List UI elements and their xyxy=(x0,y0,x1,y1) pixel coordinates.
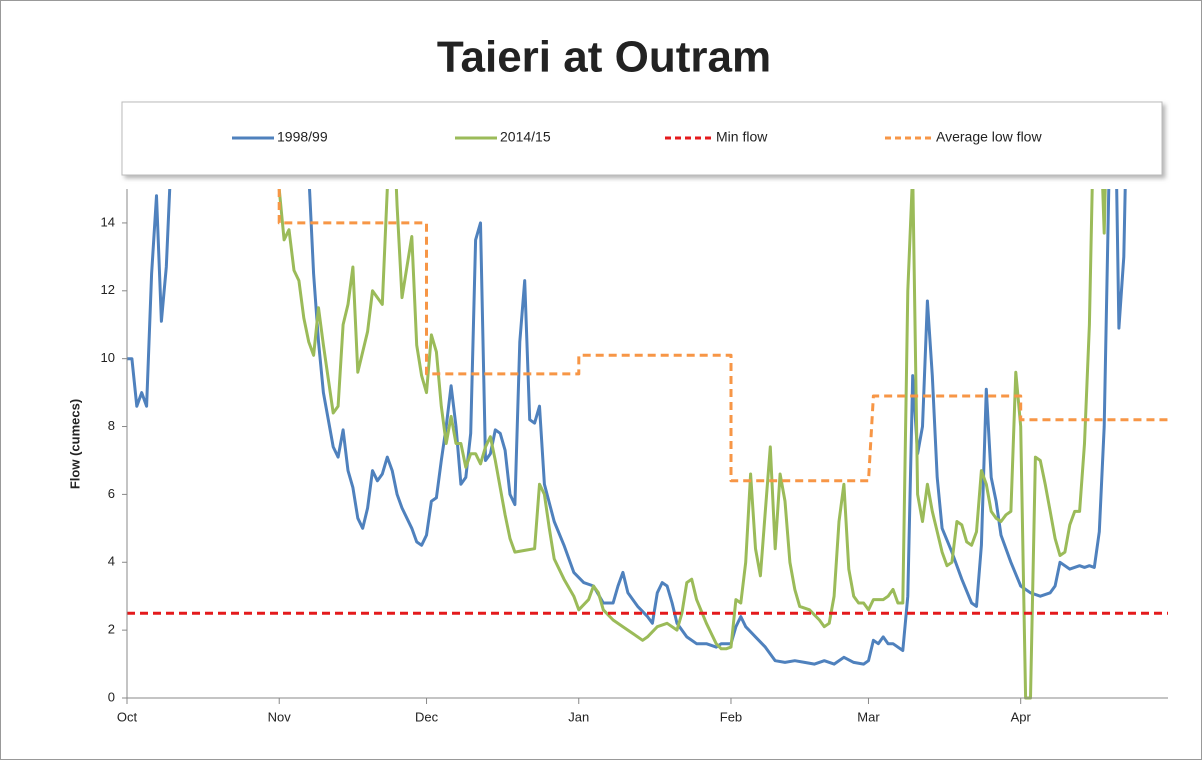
series-line xyxy=(127,189,1127,666)
x-tick-label: Dec xyxy=(415,709,439,724)
x-tick-label: Jan xyxy=(568,709,589,724)
y-tick-label: 2 xyxy=(108,622,115,637)
y-tick-label: 4 xyxy=(108,554,115,569)
legend-label: 1998/99 xyxy=(277,129,328,145)
plot-area xyxy=(127,189,1168,700)
y-tick-label: 14 xyxy=(101,214,115,229)
x-tick-label: Feb xyxy=(720,709,742,724)
legend-box xyxy=(121,101,1163,176)
x-tick-label: Apr xyxy=(1011,709,1032,724)
legend-label: Min flow xyxy=(716,129,768,145)
y-tick-label: 10 xyxy=(101,350,115,365)
y-tick-label: 6 xyxy=(108,486,115,501)
series-line xyxy=(277,189,1107,700)
x-tick-label: Nov xyxy=(268,709,292,724)
series-line xyxy=(277,189,1168,483)
chart-title: Taieri at Outram xyxy=(437,33,771,82)
y-tick-label: 12 xyxy=(101,282,115,297)
y-tick-label: 0 xyxy=(108,689,115,704)
x-tick-label: Oct xyxy=(117,709,138,724)
legend-label: Average low flow xyxy=(936,129,1042,145)
y-axis-label: Flow (cumecs) xyxy=(67,399,82,489)
y-tick-label: 8 xyxy=(108,418,115,433)
legend-label: 2014/15 xyxy=(500,129,551,145)
x-tick-label: Mar xyxy=(857,709,880,724)
